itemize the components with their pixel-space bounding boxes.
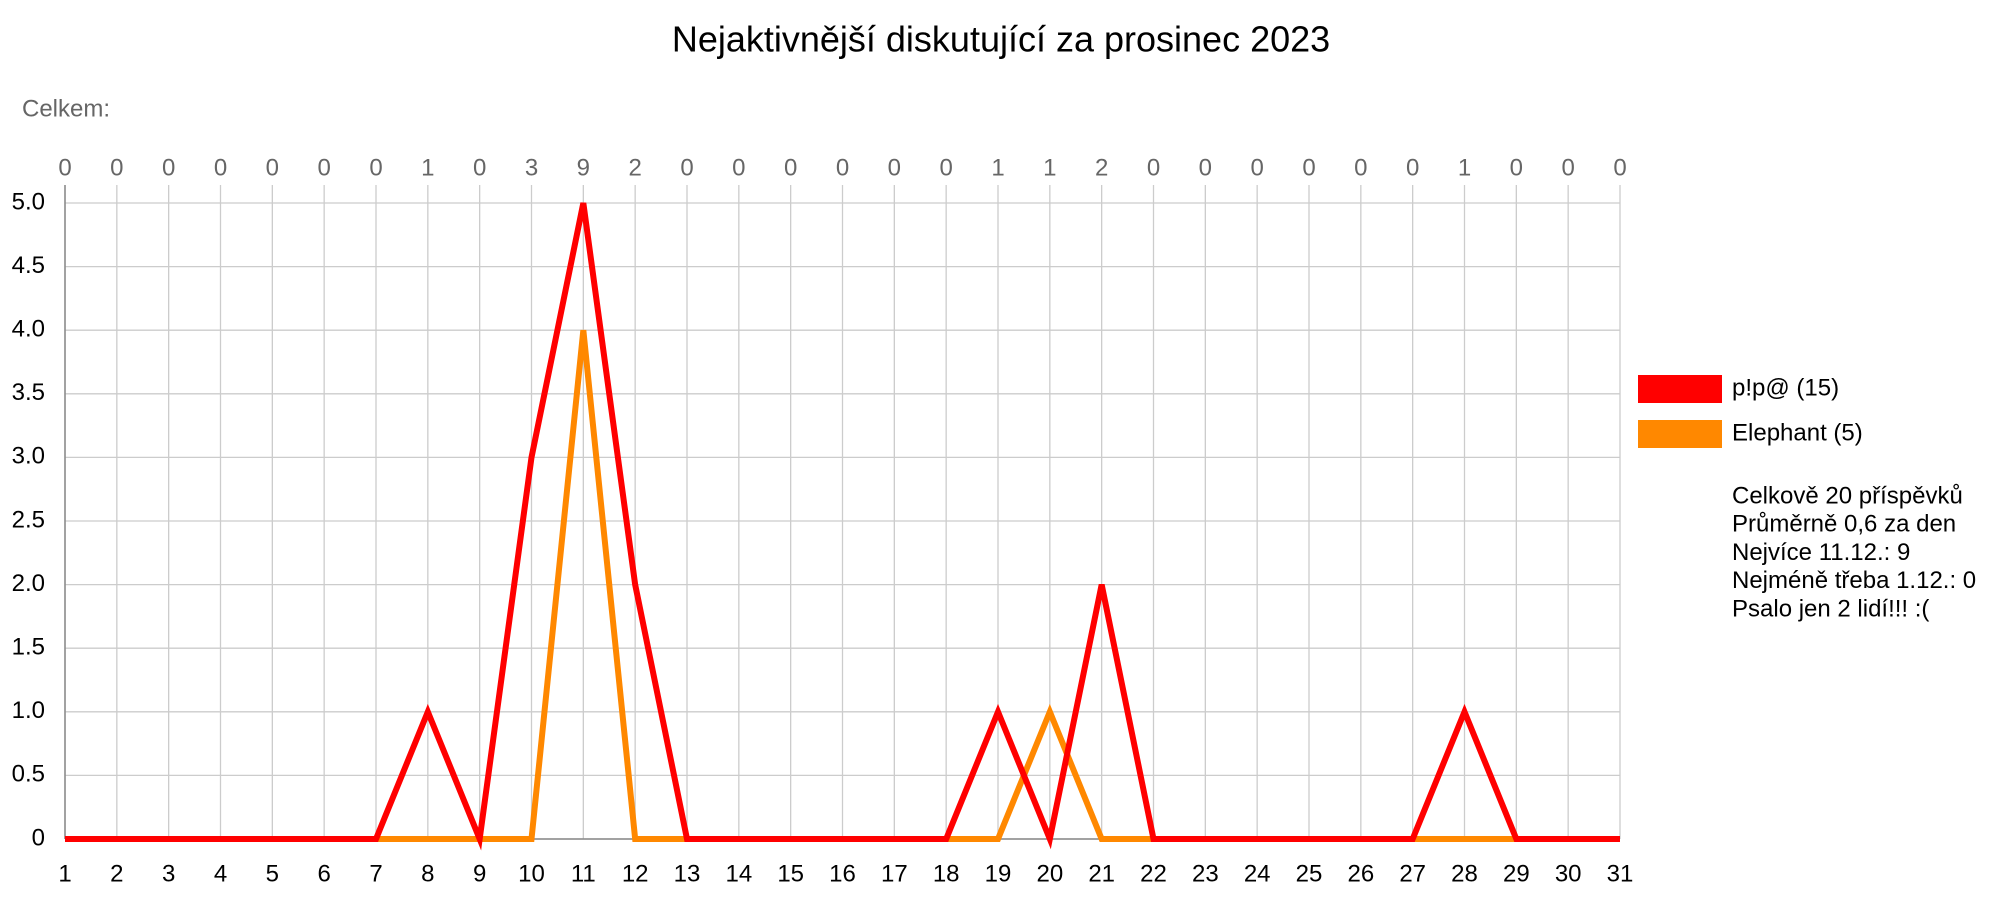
day-total: 0 xyxy=(1510,154,1523,181)
x-tick-label: 8 xyxy=(421,860,434,887)
x-tick-label: 9 xyxy=(473,860,486,887)
day-total: 0 xyxy=(317,154,330,181)
day-total: 0 xyxy=(1406,154,1419,181)
x-tick-label: 12 xyxy=(622,860,649,887)
x-tick-label: 10 xyxy=(518,860,545,887)
x-tick-label: 16 xyxy=(829,860,856,887)
series-line xyxy=(65,202,1620,851)
x-tick-label: 1 xyxy=(58,860,71,887)
day-total: 2 xyxy=(1095,154,1108,181)
x-tick-label: 25 xyxy=(1296,860,1323,887)
x-tick-label: 2 xyxy=(110,860,123,887)
day-total: 0 xyxy=(1147,154,1160,181)
x-tick-label: 11 xyxy=(571,860,596,887)
day-total: 0 xyxy=(836,154,849,181)
stat-line: Celkově 20 příspěvků xyxy=(1732,482,1963,509)
day-total: 2 xyxy=(628,154,641,181)
chart-title: Nejaktivnější diskutující za prosinec 20… xyxy=(672,19,1330,60)
y-tick-label: 4.5 xyxy=(12,252,45,279)
day-total: 1 xyxy=(991,154,1004,181)
x-tick-label: 4 xyxy=(214,860,227,887)
day-total: 3 xyxy=(525,154,538,181)
x-tick-label: 24 xyxy=(1244,860,1271,887)
y-tick-label: 1.0 xyxy=(12,697,45,724)
x-tick-label: 30 xyxy=(1555,860,1582,887)
y-tick-label: 2.0 xyxy=(12,570,45,597)
legend-swatch xyxy=(1638,375,1722,403)
y-tick-label: 3.5 xyxy=(12,379,45,406)
legend-label: Elephant (5) xyxy=(1732,419,1863,446)
day-total: 0 xyxy=(1302,154,1315,181)
day-total: 1 xyxy=(1458,154,1471,181)
day-total: 0 xyxy=(939,154,952,181)
day-total: 9 xyxy=(577,154,590,181)
day-total: 0 xyxy=(266,154,279,181)
day-total: 0 xyxy=(214,154,227,181)
x-tick-label: 6 xyxy=(317,860,330,887)
day-total: 0 xyxy=(162,154,175,181)
x-tick-label: 13 xyxy=(674,860,701,887)
x-tick-label: 7 xyxy=(369,860,382,887)
day-total: 0 xyxy=(680,154,693,181)
x-tick-label: 15 xyxy=(777,860,804,887)
day-total: 0 xyxy=(473,154,486,181)
x-tick-label: 21 xyxy=(1088,860,1115,887)
day-total: 0 xyxy=(1199,154,1212,181)
chart-subtitle: Celkem: xyxy=(22,95,110,122)
x-tick-label: 5 xyxy=(266,860,279,887)
x-tick-label: 28 xyxy=(1451,860,1478,887)
x-tick-label: 29 xyxy=(1503,860,1530,887)
y-tick-label: 0.5 xyxy=(12,761,45,788)
x-tick-label: 27 xyxy=(1399,860,1426,887)
day-total: 0 xyxy=(110,154,123,181)
day-total: 0 xyxy=(1613,154,1626,181)
x-tick-label: 3 xyxy=(162,860,175,887)
day-total: 1 xyxy=(421,154,434,181)
x-tick-label: 18 xyxy=(933,860,960,887)
day-total: 0 xyxy=(888,154,901,181)
x-tick-label: 19 xyxy=(985,860,1012,887)
day-total: 0 xyxy=(1354,154,1367,181)
day-total: 0 xyxy=(1250,154,1263,181)
x-tick-label: 17 xyxy=(881,860,908,887)
y-tick-label: 0 xyxy=(32,824,45,851)
stat-line: Psalo jen 2 lidí!!! :( xyxy=(1732,596,1929,623)
y-tick-label: 3.0 xyxy=(12,443,45,470)
y-tick-label: 4.0 xyxy=(12,316,45,343)
day-total: 1 xyxy=(1043,154,1056,181)
legend-label: p!p@ (15) xyxy=(1732,374,1839,401)
y-tick-label: 1.5 xyxy=(12,634,45,661)
x-tick-label: 23 xyxy=(1192,860,1219,887)
x-tick-label: 22 xyxy=(1140,860,1167,887)
stat-line: Průměrně 0,6 za den xyxy=(1732,511,1956,538)
day-total: 0 xyxy=(784,154,797,181)
day-total: 0 xyxy=(732,154,745,181)
x-tick-label: 26 xyxy=(1347,860,1374,887)
y-tick-label: 2.5 xyxy=(12,506,45,533)
legend-swatch xyxy=(1638,420,1722,448)
x-tick-label: 14 xyxy=(725,860,752,887)
stat-line: Nejméně třeba 1.12.: 0 xyxy=(1732,567,1976,594)
y-tick-label: 5.0 xyxy=(12,188,45,215)
x-tick-label: 31 xyxy=(1607,860,1634,887)
day-total: 0 xyxy=(1561,154,1574,181)
x-tick-label: 20 xyxy=(1036,860,1063,887)
day-total: 0 xyxy=(58,154,71,181)
stat-line: Nejvíce 11.12.: 9 xyxy=(1732,539,1910,566)
day-total: 0 xyxy=(369,154,382,181)
